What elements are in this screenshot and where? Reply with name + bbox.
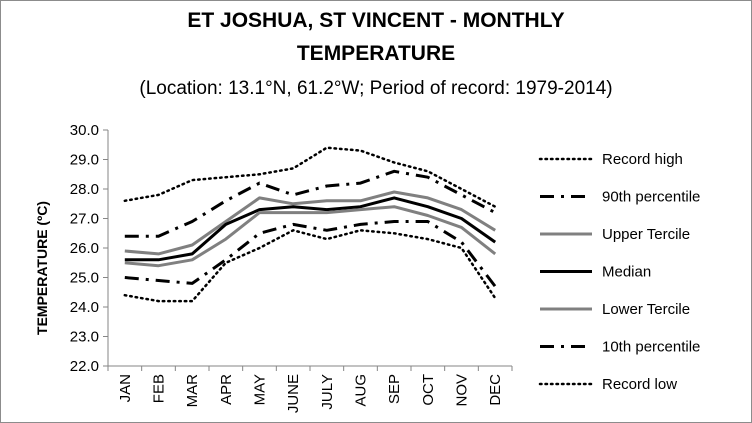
y-tick-label: 30.0 bbox=[70, 122, 99, 139]
y-tick-label: 25.0 bbox=[70, 270, 99, 287]
x-tick-label: JULY bbox=[319, 374, 336, 410]
x-tick-label: NOV bbox=[454, 374, 471, 407]
x-tick-label: FEB bbox=[151, 374, 168, 403]
x-tick-label: SEP bbox=[386, 374, 403, 404]
y-tick-label: 28.0 bbox=[70, 181, 99, 198]
series-line bbox=[124, 169, 496, 238]
y-tick-label: 23.0 bbox=[70, 329, 99, 346]
x-tick-label: JAN bbox=[117, 374, 134, 402]
x-tick-label: MAY bbox=[252, 374, 269, 405]
y-tick-label: 29.0 bbox=[70, 152, 99, 169]
series-group bbox=[123, 146, 497, 303]
x-tick-label: MAR bbox=[184, 374, 201, 408]
legend-label: 10th percentile bbox=[602, 339, 700, 356]
legend: Record high 90th percentile Upper Tercile M… bbox=[538, 151, 700, 393]
axes: 22.0 23.0 24.0 25.0 26.0 27.0 28.0 29.0 30.0 JAN F… bbox=[70, 122, 513, 413]
series-line bbox=[124, 220, 497, 288]
x-tick-label: AUG bbox=[353, 374, 370, 407]
chart-title-line2: TEMPERATURE bbox=[296, 42, 456, 65]
chart-title-line1: ET JOSHUA, ST VINCENT - MONTHLY bbox=[187, 9, 565, 32]
series-line bbox=[124, 196, 497, 262]
legend-label: Record low bbox=[602, 376, 677, 393]
series-line bbox=[124, 190, 496, 256]
x-tick-label: APR bbox=[218, 374, 235, 405]
x-tick-label: DEC bbox=[487, 374, 504, 406]
x-tick-label: JUNE bbox=[285, 374, 302, 413]
series-line bbox=[124, 205, 497, 268]
y-tick-label: 27.0 bbox=[70, 211, 99, 228]
y-tick-label: 24.0 bbox=[70, 299, 99, 316]
legend-label: 90th percentile bbox=[602, 189, 700, 206]
series-line bbox=[123, 229, 497, 303]
y-tick-label: 26.0 bbox=[70, 240, 99, 257]
chart-subtitle: (Location: 13.1°N, 61.2°W; Period of rec… bbox=[139, 78, 613, 99]
legend-label: Median bbox=[602, 264, 651, 281]
series-line bbox=[123, 146, 497, 208]
y-tick-label: 22.0 bbox=[70, 358, 99, 375]
x-tick-label: OCT bbox=[420, 374, 437, 406]
legend-label: Lower Tercile bbox=[602, 301, 690, 318]
legend-label: Record high bbox=[602, 151, 683, 168]
legend-label: Upper Tercile bbox=[602, 226, 690, 243]
